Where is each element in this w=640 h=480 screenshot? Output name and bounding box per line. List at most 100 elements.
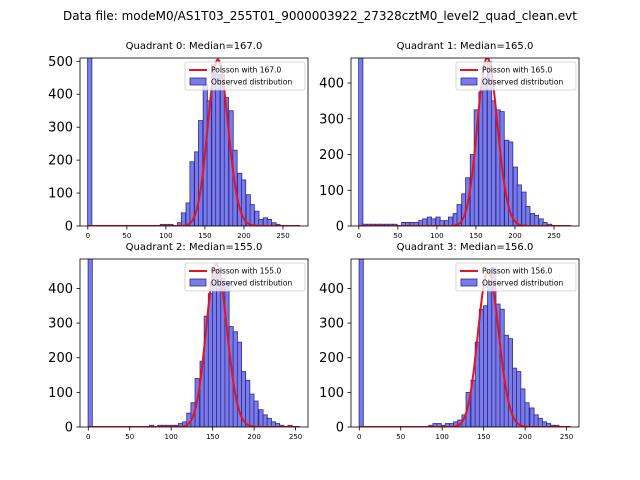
legend-label-observed: Observed distribution [211, 78, 292, 87]
histogram-bar [533, 414, 539, 427]
histogram-bar [430, 218, 436, 226]
histogram-bar [358, 259, 364, 427]
x-tick-label: 150 [477, 433, 490, 441]
histogram-bar [87, 259, 93, 427]
legend-label-poisson: Poisson with 155.0 [211, 267, 281, 276]
y-tick-label: 200 [319, 351, 344, 366]
legend: Poisson with 165.0 Observed distribution [455, 61, 577, 91]
y-tick-label: 100 [48, 386, 73, 401]
x-tick-label: 150 [198, 232, 211, 240]
legend-box [184, 61, 306, 91]
histogram-bar [224, 281, 230, 427]
axes-frame [79, 57, 309, 227]
x-tick-label: 50 [125, 433, 134, 441]
x-tick-label: 0 [86, 232, 90, 240]
histogram-bar [465, 391, 471, 427]
x-tick-label: 50 [122, 232, 131, 240]
legend-box [455, 61, 577, 91]
legend-label-observed: Observed distribution [211, 279, 292, 288]
histogram-bar [249, 393, 255, 427]
y-tick-label: 300 [48, 317, 73, 332]
x-tick-label: 250 [276, 232, 289, 240]
y-tick-label: 400 [48, 282, 73, 297]
axes-frame [350, 57, 580, 227]
quadrant-title: Quadrant 1: Median=165.0 [397, 41, 534, 52]
histogram-bar [483, 305, 489, 427]
histogram-bar [262, 414, 268, 427]
histogram-bar [482, 77, 488, 226]
x-tick-label: 100 [165, 433, 178, 441]
y-tick-label: 0 [336, 220, 344, 235]
axes-frame [350, 258, 580, 428]
poisson-curve [359, 270, 571, 427]
histogram-bar [478, 308, 484, 427]
histogram-bar [253, 400, 259, 427]
y-tick-label: 0 [65, 220, 73, 235]
histogram-bar [525, 205, 531, 226]
x-tick-label: 100 [159, 232, 172, 240]
histogram-bar [87, 58, 93, 226]
x-tick-label: 250 [560, 433, 573, 441]
x-tick-label: 200 [518, 433, 531, 441]
x-tick-label: 0 [86, 433, 90, 441]
x-tick-label: 200 [247, 433, 260, 441]
histogram-bar [358, 58, 364, 226]
legend-label-observed: Observed distribution [482, 78, 563, 87]
histogram-bar [529, 407, 535, 427]
y-tick-label: 400 [319, 282, 344, 297]
legend-box [455, 262, 577, 292]
histogram-bar [422, 218, 428, 226]
histogram-bar [524, 402, 530, 427]
x-tick-label: 100 [436, 433, 449, 441]
y-tick-label: 400 [319, 77, 344, 92]
quadrant-title: Quadrant 2: Median=155.0 [126, 242, 263, 253]
histogram-bar [180, 212, 187, 226]
legend-bar-swatch [460, 278, 478, 287]
plot-area [358, 259, 571, 427]
histogram-bar [516, 371, 522, 427]
quadrant-2-panel: Quadrant 2: Median=155.0 0 100 200 300 400 0 50… [48, 242, 309, 441]
x-tick-label: 250 [289, 433, 302, 441]
legend-box [184, 262, 306, 292]
y-tick-label: 300 [319, 317, 344, 332]
legend-bar-swatch [189, 278, 207, 287]
legend-label-poisson: Poisson with 156.0 [482, 267, 552, 276]
legend-bar-swatch [189, 77, 207, 86]
y-tick-label: 0 [336, 421, 344, 436]
x-tick-label: 250 [547, 232, 560, 240]
histogram-bar [516, 184, 522, 226]
y-tick-label: 200 [48, 351, 73, 366]
y-tick-label: 200 [319, 148, 344, 163]
quadrant-3-panel: Quadrant 3: Median=156.0 0 100 200 300 400 0 50… [319, 242, 580, 441]
x-tick-label: 0 [357, 433, 361, 441]
x-tick-label: 50 [396, 433, 405, 441]
histogram-bar [448, 216, 454, 226]
histogram-bar [212, 268, 218, 427]
x-tick-label: 200 [508, 232, 521, 240]
histogram-bar [537, 417, 543, 427]
legend: Poisson with 156.0 Observed distribution [455, 262, 577, 292]
y-tick-label: 400 [48, 88, 73, 103]
quadrant-0-panel: Quadrant 0: Median=167.00100200300400500… [48, 41, 309, 240]
legend-label-observed: Observed distribution [482, 279, 563, 288]
histogram-bar [533, 214, 539, 226]
histogram-bar [520, 388, 526, 427]
y-tick-label: 100 [48, 187, 73, 202]
y-tick-label: 300 [48, 121, 73, 136]
y-tick-label: 0 [65, 421, 73, 436]
histogram-bar [249, 204, 255, 226]
axes-frame [79, 258, 309, 428]
y-tick-label: 100 [319, 184, 344, 199]
histogram-bar [266, 417, 272, 427]
x-tick-label: 50 [393, 232, 402, 240]
quadrant-title: Quadrant 0: Median=167.0 [126, 41, 263, 52]
legend: Poisson with 167.0 Observed distribution [184, 61, 306, 91]
x-tick-label: 150 [469, 232, 482, 240]
x-tick-label: 100 [430, 232, 443, 240]
legend: Poisson with 155.0 Observed distribution [184, 262, 306, 292]
legend-label-poisson: Poisson with 165.0 [482, 66, 552, 75]
histogram-bar [487, 281, 493, 427]
histogram-bar [207, 293, 213, 427]
histogram-bar [258, 409, 264, 427]
